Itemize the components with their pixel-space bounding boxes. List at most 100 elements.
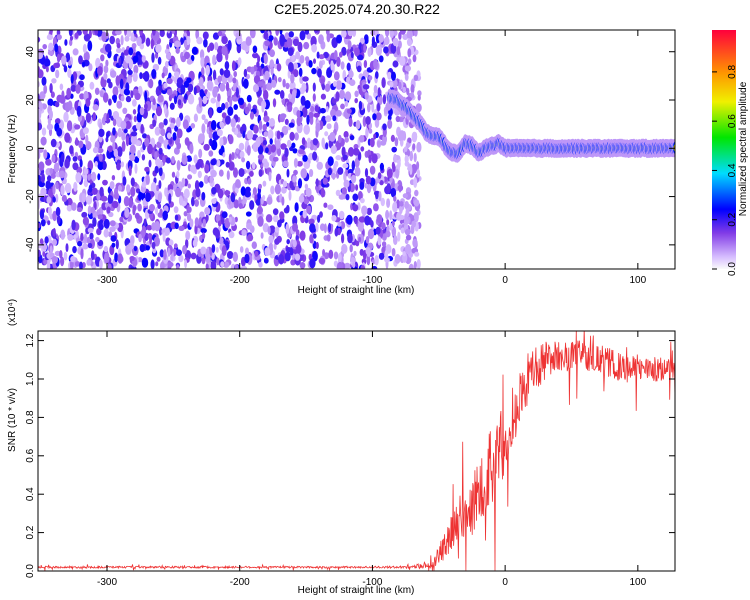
- heatmap-cell: [125, 120, 132, 130]
- heatmap-cell: [353, 250, 357, 257]
- heatmap-cell: [340, 61, 345, 70]
- heatmap-cell: [132, 206, 136, 216]
- heatmap-cell: [382, 94, 387, 105]
- heatmap-cell: [162, 210, 168, 221]
- heatmap-cell: [87, 40, 93, 52]
- heatmap-cell: [348, 117, 353, 128]
- heatmap-cell: [399, 201, 404, 207]
- heatmap-cell: [397, 231, 401, 242]
- heatmap-cell: [46, 34, 54, 41]
- heatmap-cell: [72, 246, 77, 254]
- heatmap-cell: [80, 232, 84, 242]
- heatmap-cell: [155, 184, 160, 191]
- heatmap-cell: [159, 30, 165, 38]
- heatmap-cell: [231, 96, 239, 102]
- heatmap-cell: [78, 55, 83, 65]
- heatmap-cell: [339, 89, 345, 100]
- heatmap-cell: [265, 214, 273, 223]
- heatmap-cell: [325, 30, 330, 36]
- heatmap-x-axis: -300 -200 -100 0 100: [97, 30, 647, 286]
- heatmap-cell: [386, 219, 390, 226]
- heatmap-cell: [270, 185, 275, 195]
- heatmap-cell: [299, 30, 306, 41]
- heatmap-cell: [121, 132, 126, 141]
- heatmap-cell: [264, 40, 270, 47]
- heatmap-cell: [352, 193, 359, 202]
- heatmap-cell: [220, 261, 225, 268]
- heatmap-cell: [362, 84, 370, 90]
- heatmap-cell: [383, 46, 389, 54]
- heatmap-cell: [144, 137, 150, 147]
- heatmap-cell: [193, 86, 197, 96]
- heatmap-cell: [92, 217, 97, 227]
- heatmap-cell: [143, 218, 147, 226]
- heatmap-cell: [409, 92, 415, 99]
- heatmap-cell: [157, 56, 162, 65]
- heatmap-cell: [284, 118, 289, 125]
- heatmap-cell: [319, 107, 326, 114]
- heatmap-cell: [210, 169, 217, 178]
- heatmap-cell: [137, 203, 142, 212]
- y-tick-label: 0.2: [25, 525, 36, 539]
- heatmap-cell: [87, 205, 92, 215]
- heatmap-cell: [292, 222, 298, 232]
- heatmap-cell: [207, 45, 211, 53]
- heatmap-cell: [342, 163, 349, 169]
- heatmap-cell: [344, 136, 349, 143]
- heatmap-cell: [112, 118, 117, 127]
- heatmap-cell: [269, 138, 273, 145]
- heatmap-cell: [346, 108, 352, 114]
- heatmap-cell: [117, 184, 123, 192]
- heatmap-cell: [322, 249, 326, 257]
- heatmap-cell: [81, 211, 88, 218]
- heatmap-cell: [101, 31, 107, 42]
- heatmap-cell: [355, 184, 359, 191]
- heatmap-cell: [412, 143, 416, 151]
- heatmap-cell: [105, 43, 112, 53]
- heatmap-cell: [185, 230, 191, 241]
- heatmap-cell: [68, 30, 73, 37]
- heatmap-cell: [157, 203, 162, 209]
- y-tick-label: 0.8: [25, 410, 36, 424]
- heatmap-cell: [278, 253, 285, 265]
- heatmap-cell: [251, 162, 256, 170]
- heatmap-cell: [45, 180, 51, 190]
- heatmap-cell: [238, 97, 244, 106]
- heatmap-cell: [300, 168, 308, 179]
- heatmap-cell: [96, 66, 103, 76]
- heatmap-cell: [95, 57, 101, 69]
- heatmap-cell: [134, 212, 140, 220]
- heatmap-cell: [169, 122, 175, 130]
- heatmap-cell: [267, 129, 274, 140]
- heatmap-cell: [41, 127, 47, 136]
- heatmap-cell: [394, 137, 399, 147]
- heatmap-cell: [268, 171, 272, 182]
- heatmap-cell: [312, 233, 317, 239]
- heatmap-cell: [194, 217, 199, 227]
- heatmap-cell: [38, 222, 41, 229]
- heatmap-cell: [338, 252, 342, 263]
- heatmap-cell: [306, 205, 312, 214]
- heatmap-cell: [343, 179, 350, 188]
- heatmap-cell: [56, 127, 63, 137]
- heatmap-cell: [409, 150, 414, 162]
- heatmap-cell: [99, 90, 104, 98]
- heatmap-cell: [132, 99, 137, 107]
- heatmap-cell: [249, 200, 255, 210]
- heatmap-cell: [357, 221, 364, 232]
- heatmap-cell: [228, 134, 234, 145]
- heatmap-cell: [116, 42, 121, 49]
- heatmap-cell: [163, 118, 168, 126]
- heatmap-cell: [266, 196, 273, 205]
- heatmap-cell: [38, 69, 44, 79]
- heatmap-cell: [386, 168, 393, 179]
- heatmap-cell: [279, 34, 285, 45]
- heatmap-cell: [228, 216, 232, 223]
- heatmap-cell: [358, 100, 363, 111]
- heatmap-cell: [129, 144, 136, 155]
- heatmap-cell: [272, 156, 279, 162]
- heatmap-cell: [159, 208, 163, 216]
- heatmap-cell: [162, 232, 166, 242]
- heatmap-cell: [362, 116, 367, 127]
- heatmap-cell: [405, 234, 412, 241]
